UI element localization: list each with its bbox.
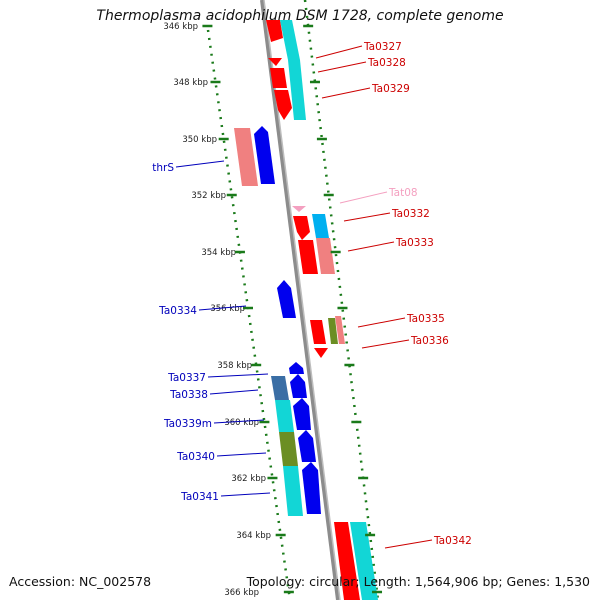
tick-label: 350 kbp [182, 135, 217, 145]
genome-title: Thermoplasma acidophilum DSM 1728, compl… [96, 8, 504, 24]
label-leader-line [317, 61, 367, 73]
gene-thrs-pink[interactable] [234, 128, 258, 186]
gene-ta0342-cyan[interactable] [350, 522, 378, 600]
tick-label: 358 kbp [217, 361, 252, 371]
tick-label: 360 kbp [224, 418, 259, 428]
tick-label: 354 kbp [201, 248, 236, 258]
gene-label-right[interactable]: Tat08 [388, 187, 418, 199]
gene-ta0327[interactable] [266, 20, 283, 42]
tick-marks: 346 kbp 348 kbp 350 kbp 352 kbp 354 kbp 356 k… [163, 22, 383, 598]
gene-ta0329-b[interactable] [274, 90, 292, 120]
gene-ta0339m[interactable] [293, 398, 311, 430]
label-leader-line [315, 45, 363, 59]
label-leader-line [175, 160, 225, 168]
gene-ta0333-pink[interactable] [316, 238, 335, 274]
label-leader-line [384, 539, 433, 549]
gene-ta0338[interactable] [290, 374, 307, 398]
genome-summary-text: Topology: circular; Length: 1,564,906 bp… [246, 574, 590, 589]
gene-ta0342[interactable] [334, 522, 360, 600]
gene-label-right[interactable]: Ta0335 [406, 313, 445, 325]
gene-ta0340[interactable] [298, 430, 316, 462]
gene-label-left[interactable]: thrS [152, 162, 174, 174]
gene-ta0339m-cyan[interactable] [275, 400, 294, 432]
gene-label-left[interactable]: Ta0338 [169, 389, 208, 401]
gene-tat08[interactable] [292, 206, 306, 212]
gene-label-left[interactable]: Ta0334 [158, 305, 197, 317]
label-leader-line [209, 389, 259, 395]
gene-ta0329-a[interactable] [270, 68, 287, 88]
tick-label: 356 kbp [210, 304, 245, 314]
label-leader-line [343, 212, 391, 222]
label-leader-lines [175, 45, 433, 549]
gene-label-right[interactable]: Ta0342 [433, 535, 472, 547]
gene-thrs[interactable] [254, 126, 275, 184]
gene-ta0333[interactable] [298, 240, 318, 274]
label-leader-line [347, 241, 395, 252]
gene-ta0332[interactable] [293, 216, 310, 240]
gene-ta0341[interactable] [302, 462, 321, 514]
label-leader-line [357, 317, 406, 328]
gene-ta0341-cyan[interactable] [283, 466, 303, 516]
gene-ta0340-olive[interactable] [279, 432, 298, 466]
gene-ta0335[interactable] [310, 320, 326, 344]
gene-label-left[interactable]: Ta0337 [167, 372, 206, 384]
label-leader-line [207, 373, 269, 378]
tick-label: 366 kbp [224, 588, 259, 598]
tick-label: 362 kbp [231, 474, 266, 484]
label-leader-line [361, 339, 410, 349]
label-leader-line [321, 87, 371, 99]
label-leader-line [198, 305, 247, 311]
gene-ta0328[interactable] [268, 58, 282, 66]
gene-label-right[interactable]: Ta0329 [371, 83, 410, 95]
gene-label-left[interactable]: Ta0339m [163, 418, 212, 430]
accession-text: Accession: NC_002578 [9, 574, 152, 589]
tick-label: 364 kbp [236, 531, 271, 541]
gene-ta0332-blue[interactable] [312, 214, 329, 238]
tick-label: 348 kbp [173, 78, 208, 88]
label-leader-line [339, 191, 388, 204]
gene-label-right[interactable]: Ta0332 [391, 208, 430, 220]
tick-label: 346 kbp [163, 22, 198, 32]
gene-labels: Ta0327 Ta0328 Ta0329 Tat08 Ta0332 Ta0333 Ta033… [152, 41, 472, 547]
gene-ta0337[interactable] [271, 376, 289, 400]
label-leader-line [213, 419, 265, 424]
gene-label-right[interactable]: Ta0333 [395, 237, 434, 249]
gene-label-right[interactable]: Ta0328 [367, 57, 406, 69]
tick-label: 352 kbp [191, 191, 226, 201]
gene-ta0335-olive[interactable] [328, 318, 338, 344]
gene-ta0337-blue[interactable] [289, 362, 304, 374]
gene-label-right[interactable]: Ta0336 [410, 335, 449, 347]
label-leader-line [216, 452, 267, 457]
gene-ta0336[interactable] [314, 348, 328, 358]
label-leader-line [220, 492, 271, 497]
gene-ta0328-cyan[interactable] [288, 60, 306, 120]
gene-ta0327-cyan[interactable] [280, 20, 300, 60]
genome-backbone [260, 0, 340, 601]
gene-ta0334[interactable] [277, 280, 296, 318]
gene-ta0335-pink[interactable] [335, 316, 345, 344]
gene-label-left[interactable]: Ta0341 [180, 491, 219, 503]
gene-label-right[interactable]: Ta0327 [363, 41, 402, 53]
gene-label-left[interactable]: Ta0340 [176, 451, 215, 463]
